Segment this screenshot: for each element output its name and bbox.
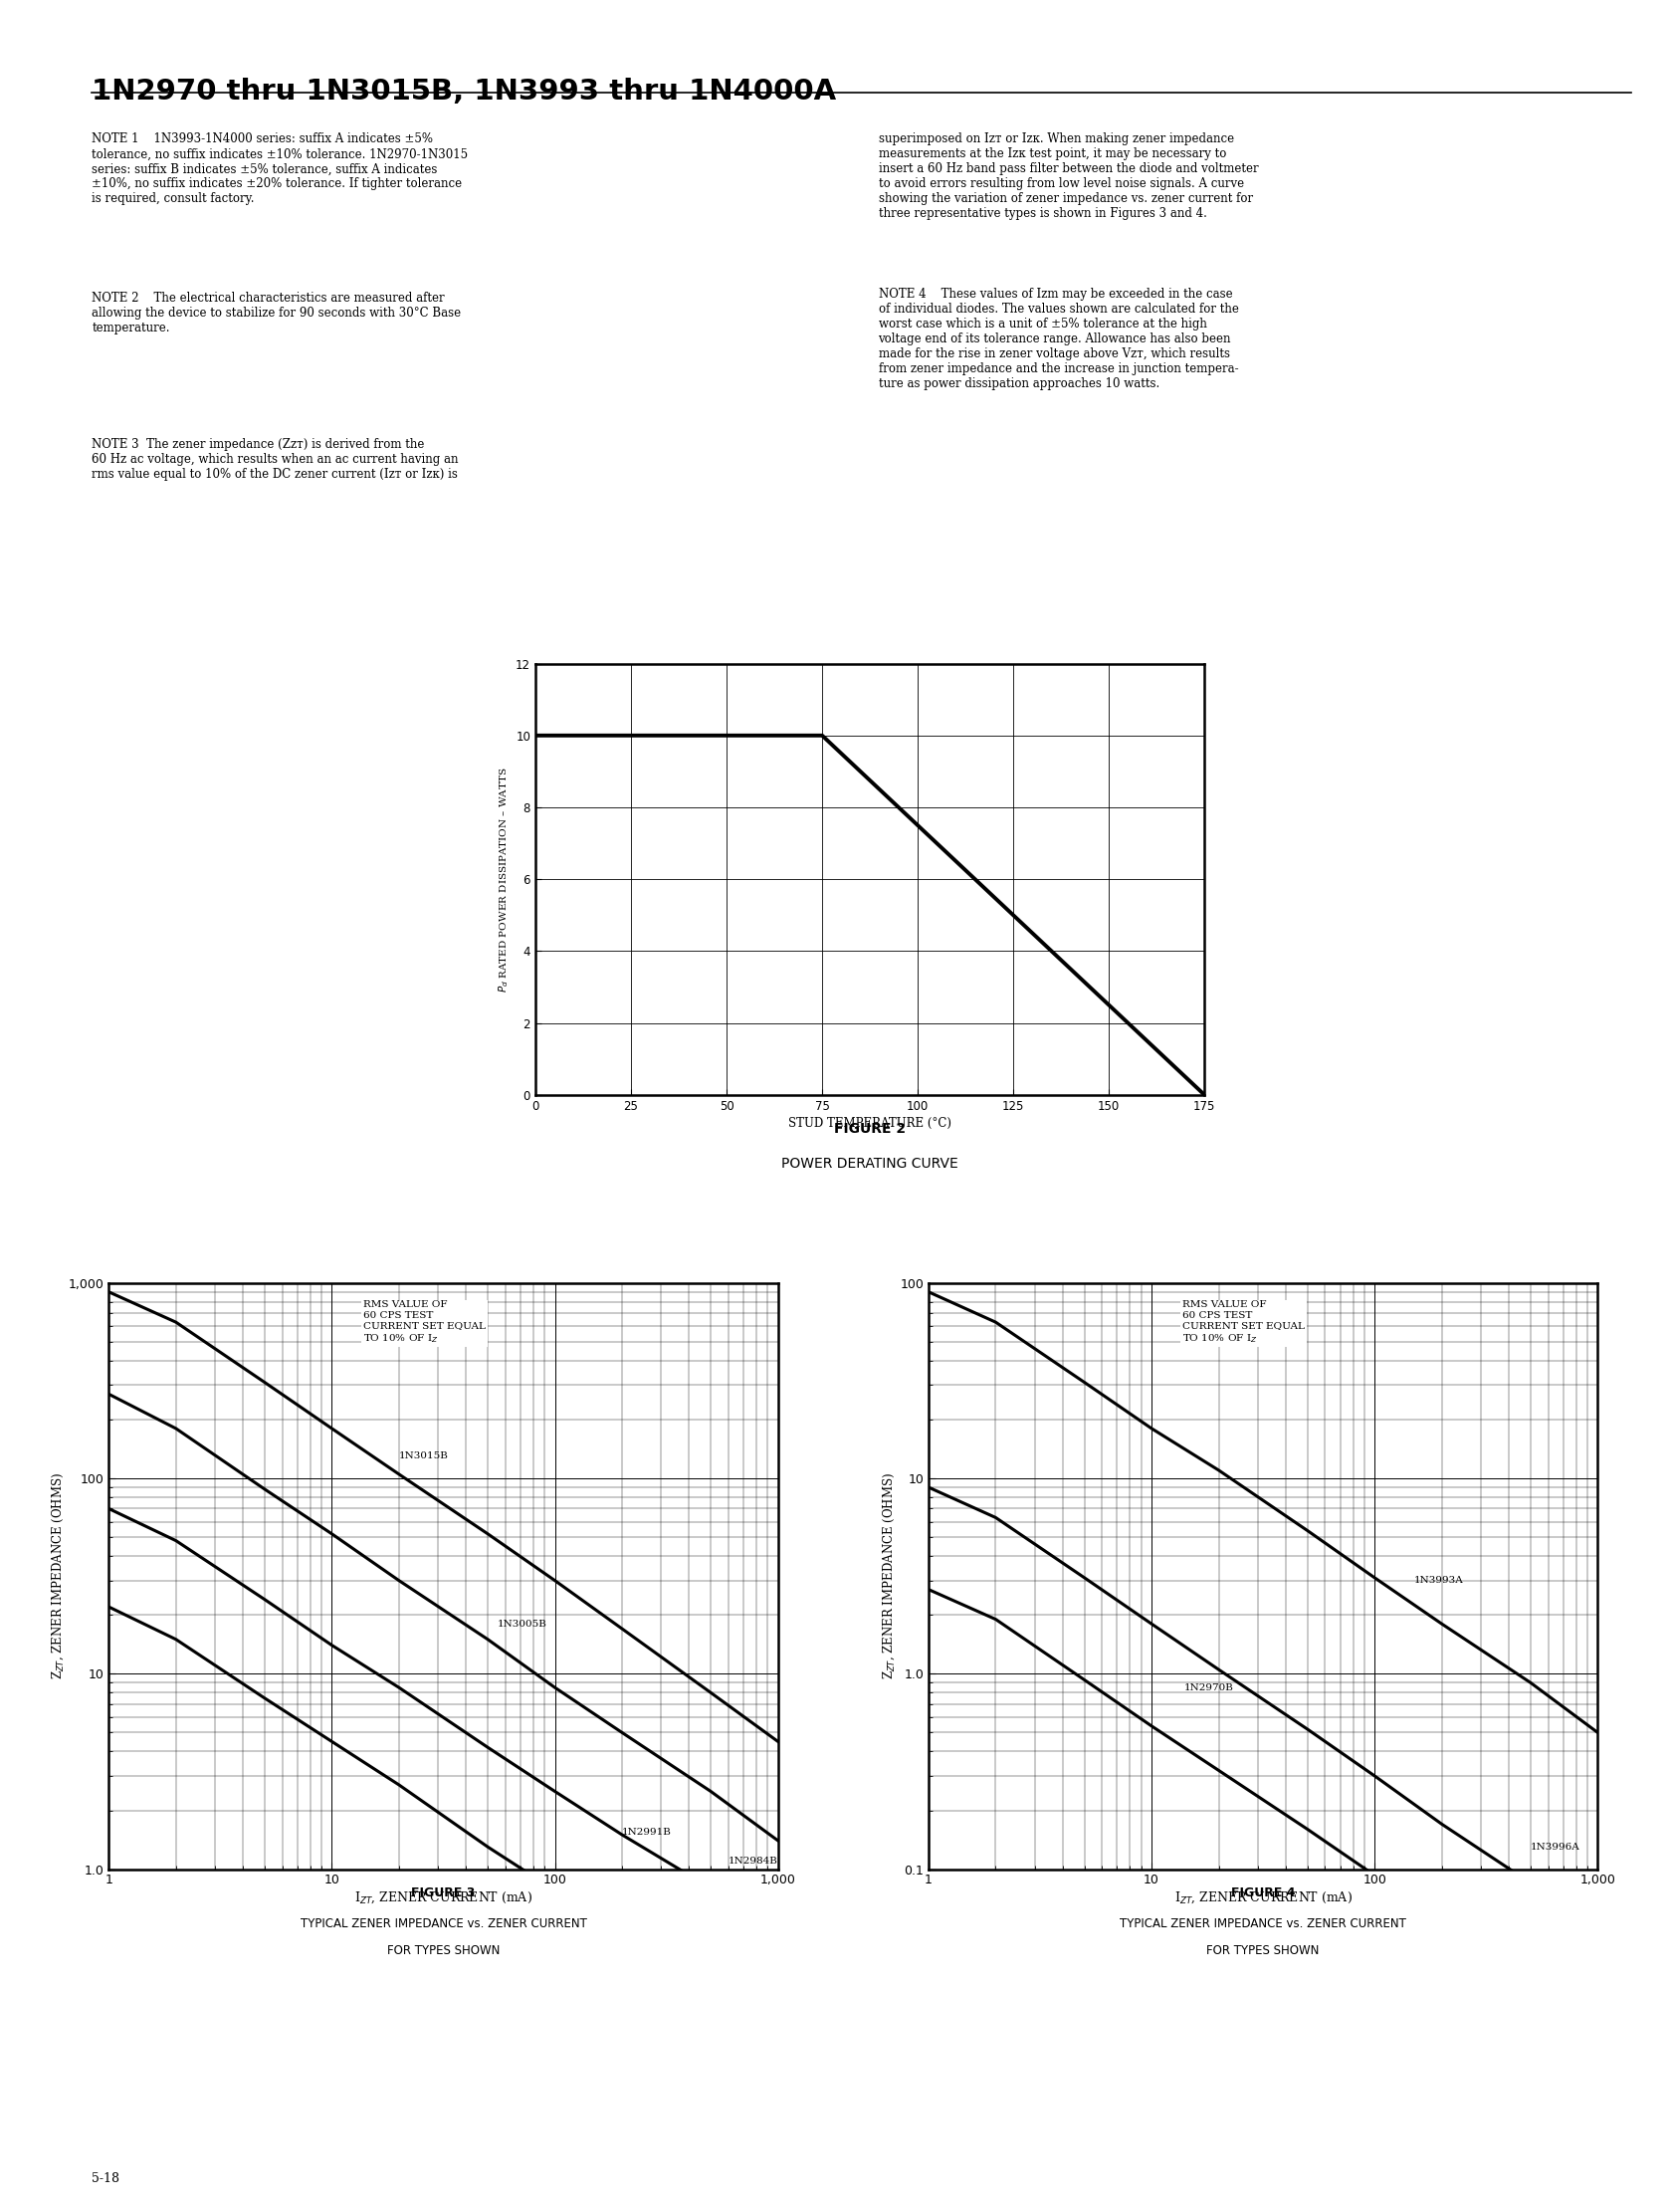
Text: TYPICAL ZENER IMPEDANCE vs. ZENER CURRENT: TYPICAL ZENER IMPEDANCE vs. ZENER CURREN… (1119, 1918, 1406, 1931)
Text: 5-18: 5-18 (92, 2172, 120, 2185)
Text: NOTE 2    The electrical characteristics are measured after
allowing the device : NOTE 2 The electrical characteristics ar… (92, 292, 461, 334)
Text: FIGURE 4: FIGURE 4 (1231, 1887, 1294, 1900)
Text: TYPICAL ZENER IMPEDANCE vs. ZENER CURRENT: TYPICAL ZENER IMPEDANCE vs. ZENER CURREN… (299, 1918, 587, 1931)
Text: FIGURE 3: FIGURE 3 (411, 1887, 475, 1900)
X-axis label: STUD TEMPERATURE (°C): STUD TEMPERATURE (°C) (788, 1117, 951, 1130)
Text: 1N3015B: 1N3015B (398, 1451, 448, 1460)
Text: 1N2970B: 1N2970B (1184, 1683, 1232, 1692)
Text: 1N2970 thru 1N3015B, 1N3993 thru 1N4000A: 1N2970 thru 1N3015B, 1N3993 thru 1N4000A (92, 77, 836, 106)
X-axis label: I$_{ZT}$, ZENER CURRENT (mA): I$_{ZT}$, ZENER CURRENT (mA) (354, 1889, 532, 1905)
Text: NOTE 1    1N3993-1N4000 series: suffix A indicates ±5%
tolerance, no suffix indi: NOTE 1 1N3993-1N4000 series: suffix A in… (92, 133, 468, 206)
Text: 1N3996A: 1N3996A (1530, 1843, 1578, 1851)
Text: FOR TYPES SHOWN: FOR TYPES SHOWN (1206, 1944, 1319, 1958)
Text: POWER DERATING CURVE: POWER DERATING CURVE (781, 1157, 958, 1170)
Y-axis label: Z$_{ZT}$, ZENER IMPEDANCE (OHMS): Z$_{ZT}$, ZENER IMPEDANCE (OHMS) (50, 1473, 65, 1679)
Text: NOTE 3  The zener impedance (Zᴢᴛ) is derived from the
60 Hz ac voltage, which re: NOTE 3 The zener impedance (Zᴢᴛ) is deri… (92, 438, 458, 480)
Y-axis label: $P_d$ RATED POWER DISSIPATION – WATTS: $P_d$ RATED POWER DISSIPATION – WATTS (497, 765, 510, 993)
Text: 1N3993A: 1N3993A (1413, 1575, 1463, 1586)
X-axis label: I$_{ZT}$, ZENER CURRENT (mA): I$_{ZT}$, ZENER CURRENT (mA) (1174, 1889, 1351, 1905)
Text: 1N2984B: 1N2984B (727, 1856, 777, 1865)
Text: FOR TYPES SHOWN: FOR TYPES SHOWN (386, 1944, 500, 1958)
Text: RMS VALUE OF
60 CPS TEST
CURRENT SET EQUAL
TO 10% OF I$_Z$: RMS VALUE OF 60 CPS TEST CURRENT SET EQU… (363, 1301, 485, 1345)
Text: 1N3005B: 1N3005B (497, 1619, 547, 1628)
Text: superimposed on Iᴢᴛ or Iᴢᴋ. When making zener impedance
measurements at the Iᴢᴋ : superimposed on Iᴢᴛ or Iᴢᴋ. When making … (878, 133, 1257, 221)
Text: FIGURE 2: FIGURE 2 (834, 1121, 905, 1135)
Text: NOTE 4    These values of Iᴢm may be exceeded in the case
of individual diodes. : NOTE 4 These values of Iᴢm may be exceed… (878, 288, 1237, 389)
Text: RMS VALUE OF
60 CPS TEST
CURRENT SET EQUAL
TO 10% OF I$_Z$: RMS VALUE OF 60 CPS TEST CURRENT SET EQU… (1182, 1301, 1304, 1345)
Text: 1N2991B: 1N2991B (622, 1827, 670, 1836)
Y-axis label: Z$_{ZT}$, ZENER IMPEDANCE (OHMS): Z$_{ZT}$, ZENER IMPEDANCE (OHMS) (881, 1473, 896, 1679)
